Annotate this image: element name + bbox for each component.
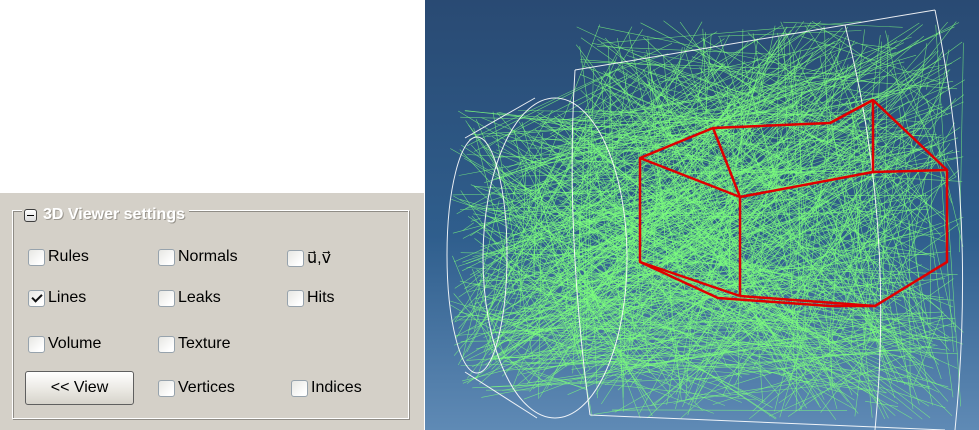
uv-option[interactable]: u⃗,v⃗ (287, 248, 331, 268)
rules-checkbox[interactable] (28, 248, 45, 266)
3d-viewport[interactable] (425, 0, 979, 430)
volume-checkbox[interactable] (28, 335, 45, 353)
volume-label: Volume (48, 335, 102, 352)
texture-option[interactable]: Texture (158, 335, 230, 353)
texture-checkbox[interactable] (158, 335, 175, 353)
lines-label: Lines (48, 289, 87, 306)
hits-checkbox[interactable] (287, 289, 304, 307)
uv-checkbox[interactable] (287, 249, 304, 267)
hits-option[interactable]: Hits (287, 289, 335, 307)
collapse-icon[interactable] (24, 208, 37, 222)
hits-label: Hits (307, 289, 335, 306)
rules-label: Rules (48, 248, 89, 265)
normals-checkbox[interactable] (158, 248, 175, 266)
settings-group-legend: 3D Viewer settings (22, 204, 189, 226)
lines-option[interactable]: Lines (28, 289, 86, 307)
vertices-label: Vertices (178, 379, 235, 396)
indices-label: Indices (311, 379, 362, 396)
volume-option[interactable]: Volume (28, 335, 101, 353)
rules-option[interactable]: Rules (28, 248, 89, 266)
view-button[interactable]: << View (25, 371, 134, 405)
cylinder-wireframe (446, 9, 964, 430)
vertices-option[interactable]: Vertices (158, 379, 235, 397)
group-title: 3D Viewer settings (43, 206, 185, 223)
leaks-option[interactable]: Leaks (158, 289, 221, 307)
uv-label: u⃗,v⃗ (307, 250, 332, 267)
selection-box (638, 98, 949, 308)
particle-rays (450, 20, 966, 420)
settings-group-frame (12, 210, 409, 419)
normals-option[interactable]: Normals (158, 248, 238, 266)
viewer-settings-panel: 3D Viewer settings Rules Normals u⃗,v⃗ L… (0, 193, 424, 430)
vertices-checkbox[interactable] (158, 379, 175, 397)
leaks-label: Leaks (178, 289, 221, 306)
indices-checkbox[interactable] (291, 379, 308, 397)
texture-label: Texture (178, 335, 231, 352)
leaks-checkbox[interactable] (158, 289, 175, 307)
indices-option[interactable]: Indices (291, 379, 362, 397)
lines-checkbox[interactable] (28, 289, 45, 307)
3d-scene (446, 9, 966, 430)
normals-label: Normals (178, 248, 238, 265)
